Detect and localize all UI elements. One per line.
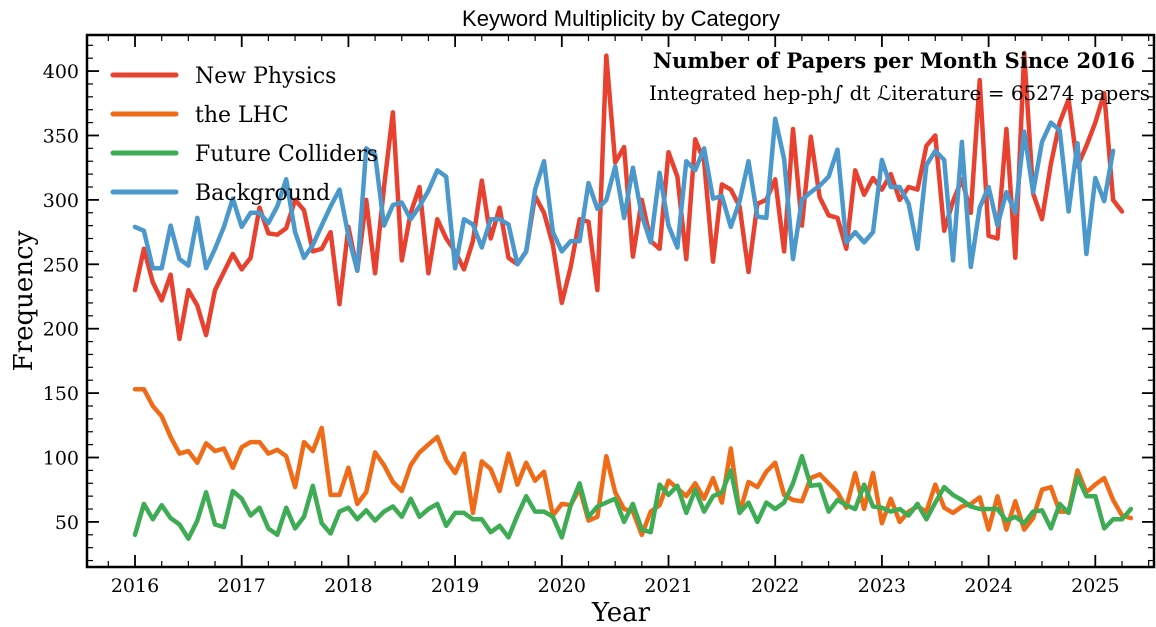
series-layer [132,50,1134,541]
x-tick-label: 2023 [858,575,906,597]
series-line-background [132,116,1116,273]
y-tick-label: 400 [43,61,79,83]
legend-label: Background [195,181,330,206]
legend: New Physics the LHC Future Colliders Backgr… [110,64,378,206]
x-tick-label: 2020 [538,575,586,597]
x-tick-label: 2017 [218,575,266,597]
x-tick-label: 2024 [964,575,1012,597]
y-tick-label: 100 [43,448,79,470]
series-line-future-colliders [132,453,1134,541]
y-tick-label: 200 [43,319,79,341]
x-tick-label: 2019 [431,575,479,597]
x-tick-label: 2025 [1071,575,1119,597]
x-tick-label: 2021 [644,575,692,597]
x-axis-label: Year [591,598,651,627]
y-tick-label: 350 [43,125,79,147]
ticks-layer: 2016 2017 2018 2019 2020 2021 2022 2023 2024 2025… [43,35,1154,597]
annotation-title: Number of Papers per Month Since 2016 [653,48,1135,73]
y-axis-label: Frequency [9,230,39,371]
y-tick-label: 300 [43,190,79,212]
y-tick-label: 150 [43,383,79,405]
plot-frame [85,33,1156,569]
x-tick-label: 2022 [751,575,799,597]
annotation-subtitle: Integrated hep-ph∫ dt ℒiterature = 65274… [649,81,1150,105]
legend-label: Future Colliders [195,142,378,167]
legend-label: the LHC [195,103,289,128]
x-tick-label: 2016 [111,575,159,597]
chart-title: Keyword Multiplicity by Category [462,6,780,31]
legend-label: New Physics [195,64,336,89]
series-line-the-lhc [132,386,1134,538]
y-tick-label: 50 [55,512,79,534]
x-tick-label: 2018 [324,575,372,597]
y-tick-label: 250 [43,254,79,276]
